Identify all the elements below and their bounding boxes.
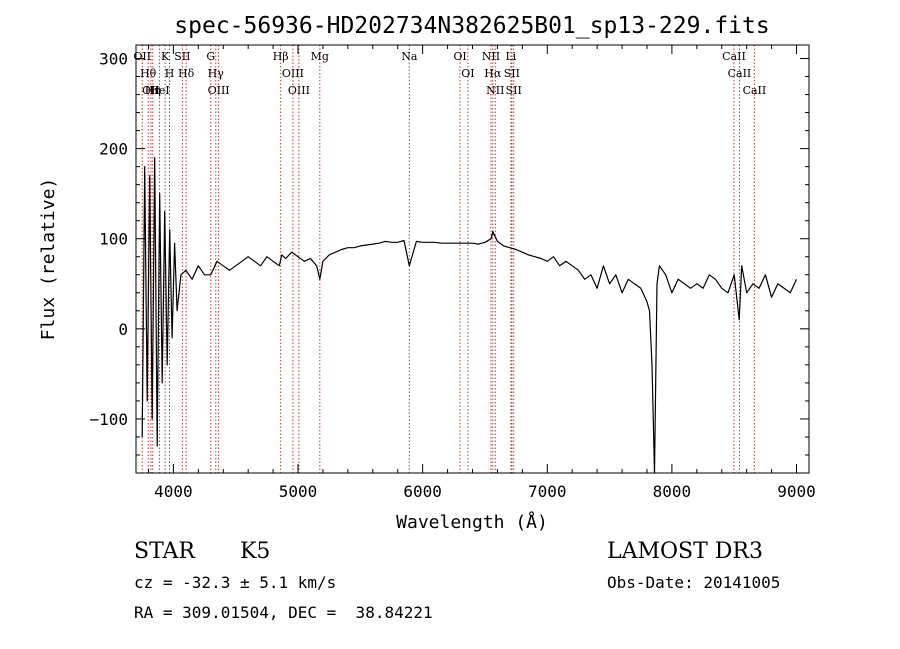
spectral-line-label-27: CaII [743,84,767,97]
object-subclass: K5 [240,539,271,564]
x-tick-label-4: 8000 [653,482,692,501]
spectral-line-label-21: NII [486,84,504,97]
spectral-line-label-13: OIII [282,67,304,80]
spectral-line-label-12: Hβ [273,50,289,63]
spectral-line-label-18: OI [461,67,474,80]
spectral-line-label-17: OI [453,50,466,63]
y-axis-label: Flux (relative) [38,178,59,341]
spectral-line-label-0: OII [133,50,151,63]
x-tick-label-3: 7000 [528,482,567,501]
spectral-line-label-11: OIII [208,84,230,97]
x-tick-label-2: 6000 [403,482,442,501]
x-axis: 4000 5000 6000 7000 8000 9000 [147,45,816,501]
y-axis: −100 0 100 200 300 [89,50,809,474]
spectral-line-label-9: G [206,50,215,63]
spectral-line-label-2: OII [142,84,160,97]
spectral-line-label-25: CaII [722,50,746,63]
spectral-line-label-1: Hθ [140,67,157,80]
redshift-velocity: cz = -32.3 ± 5.1 km/s [134,573,337,592]
spectral-line-label-20: Hα [484,67,502,80]
spectral-line-label-24: SII [506,84,522,97]
y-tick-label-0: −100 [89,410,128,429]
spectral-line-label-19: NII [482,50,500,63]
spectral-line-label-16: Na [401,50,418,63]
spectral-line-label-23: SII [504,67,520,80]
spectral-line-label-22: Li [505,50,516,63]
spectral-line-markers [141,45,755,473]
plot-frame [135,44,810,474]
y-tick-label-2: 100 [99,230,128,249]
spectral-line-label-26: CaII [728,67,752,80]
spectral-line-label-5: K [161,50,170,63]
spectral-line-label-6: H [165,67,175,80]
y-tick-label-1: 0 [118,320,128,339]
object-class: STAR [134,539,195,564]
x-tick-label-1: 5000 [279,482,318,501]
x-tick-label-5: 9000 [777,482,816,501]
y-tick-label-3: 200 [99,140,128,159]
x-axis-label: Wavelength (Å) [396,511,548,533]
spectral-line-label-10: Hγ [208,67,225,80]
observation-date: Obs-Date: 20141005 [607,573,781,592]
survey-name: LAMOST DR3 [607,539,763,564]
spectral-line-label-4: HeI [149,84,169,97]
spectral-line-label-3: Hη [145,84,161,97]
x-tick-label-0: 4000 [154,482,193,501]
ra-dec-coordinates: RA = 309.01504, DEC = 38.84221 [134,603,433,622]
chart-title: spec-56936-HD202734N382625B01_sp13-229.f… [174,13,769,39]
spectral-line-label-14: OIII [288,84,310,97]
spectral-line-label-15: Mg [311,50,329,63]
y-tick-label-4: 300 [99,50,128,69]
spectral-line-label-8: Hδ [178,67,195,80]
spectral-line-label-7: SII [174,50,190,63]
spectrum-series-line [141,157,798,474]
